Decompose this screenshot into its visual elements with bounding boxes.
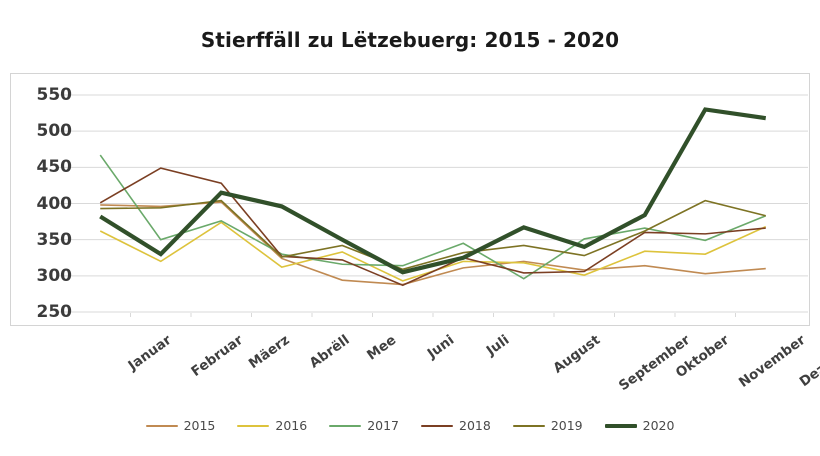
legend-swatch-2017 bbox=[329, 425, 362, 428]
series-line-2018 bbox=[99, 167, 766, 287]
y-tick-label: 450 bbox=[36, 157, 73, 178]
x-tick-label-mee: Mee bbox=[364, 332, 400, 364]
legend-swatch-2020 bbox=[604, 424, 637, 429]
x-tick-label-november: November bbox=[736, 332, 809, 391]
y-tick-label: 500 bbox=[36, 121, 73, 142]
legend-swatch-2015 bbox=[145, 425, 178, 428]
legend-label-2020: 2020 bbox=[642, 418, 675, 433]
x-tick-label-mäerz: Mäerz bbox=[246, 332, 293, 373]
legend-swatch-2016 bbox=[237, 425, 270, 428]
series-line-2017 bbox=[99, 154, 767, 280]
y-tick-label: 350 bbox=[36, 229, 73, 250]
legend-item-2016[interactable]: 2016 bbox=[237, 418, 308, 433]
x-tick-label-januar: Januar bbox=[125, 332, 175, 374]
legend-label-2018: 2018 bbox=[459, 418, 491, 433]
legend-item-2017[interactable]: 2017 bbox=[329, 418, 399, 433]
x-tick-label-juli: Juli bbox=[483, 332, 513, 359]
legend-swatch-2018 bbox=[421, 425, 453, 428]
legend-label-2016: 2016 bbox=[275, 418, 308, 433]
legend-item-2020[interactable]: 2020 bbox=[604, 418, 675, 433]
legend-item-2019[interactable]: 2019 bbox=[512, 418, 583, 433]
x-tick-label-juni: Juni bbox=[424, 332, 458, 362]
legend-item-2018[interactable]: 2018 bbox=[421, 418, 491, 433]
y-tick-label: 400 bbox=[36, 193, 73, 214]
legend-label-2019: 2019 bbox=[550, 418, 583, 433]
y-axis: 550 500 450 400 350 300 250 bbox=[10, 73, 80, 326]
chart-legend: 2015 2016 2017 2018 2019 2020 bbox=[0, 418, 820, 433]
x-tick-label-august: August bbox=[550, 332, 603, 377]
y-tick-label: 250 bbox=[36, 302, 73, 322]
legend-swatch-2019 bbox=[512, 425, 545, 428]
legend-item-2015[interactable]: 2015 bbox=[145, 418, 216, 433]
y-tick-label: 300 bbox=[36, 265, 73, 286]
series-line-2020 bbox=[99, 107, 767, 275]
legend-label-2017: 2017 bbox=[367, 418, 399, 433]
x-tick-label-abrëll: Abrëll bbox=[306, 332, 353, 372]
legend-label-2015: 2015 bbox=[183, 418, 216, 433]
series-line-2019 bbox=[100, 199, 766, 271]
x-axis: Januar Februar Mäerz Abrëll Mee Juni Juli Augus… bbox=[0, 326, 820, 421]
y-tick-label: 550 bbox=[36, 85, 73, 105]
x-tick-label-februar: Februar bbox=[188, 332, 246, 380]
plot-area-frame bbox=[10, 73, 810, 326]
plot-svg bbox=[58, 94, 808, 317]
chart-title: Stierffäll zu Lëtzebuerg: 2015 - 2020 bbox=[200, 28, 620, 52]
